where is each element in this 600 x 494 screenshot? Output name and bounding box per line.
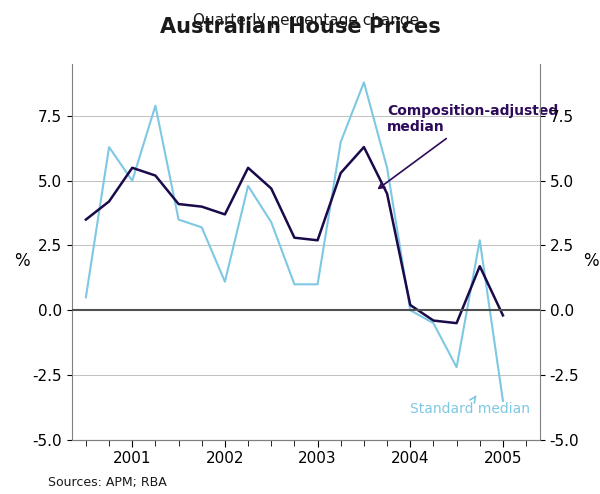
Y-axis label: %: % bbox=[14, 252, 29, 270]
Text: Australian House Prices: Australian House Prices bbox=[160, 17, 440, 37]
Title: Quarterly percentage change: Quarterly percentage change bbox=[193, 13, 419, 28]
Text: Sources: APM; RBA: Sources: APM; RBA bbox=[48, 476, 167, 489]
Text: Composition-adjusted
median: Composition-adjusted median bbox=[379, 104, 559, 188]
Y-axis label: %: % bbox=[583, 252, 598, 270]
Text: Standard median: Standard median bbox=[410, 396, 530, 415]
